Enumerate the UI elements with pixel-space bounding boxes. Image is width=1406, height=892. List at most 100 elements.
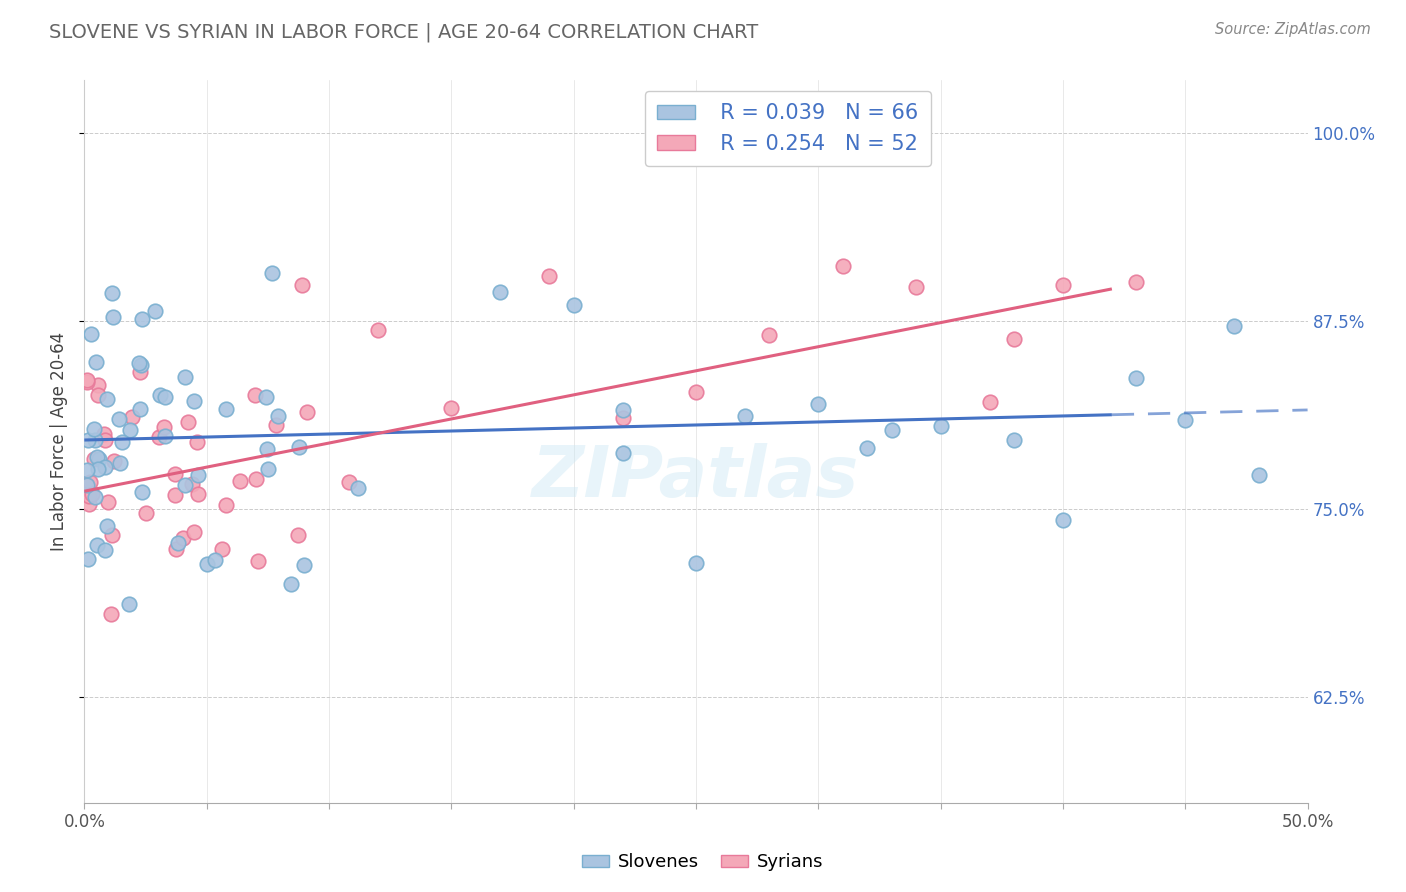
Point [287,440,309,454]
Point [264,418,287,433]
Point [612,446,634,460]
Text: Source: ZipAtlas.com: Source: ZipAtlas.com [1215,22,1371,37]
Point [257,462,280,476]
Point [187,468,209,483]
Point [187,486,209,500]
Point [880,423,903,437]
Point [129,358,152,372]
Point [77,489,100,503]
Point [96,519,118,533]
Point [367,323,389,337]
Point [1125,371,1147,385]
Point [538,268,561,283]
Point [612,402,634,417]
Point [256,442,278,456]
Point [685,556,707,570]
Point [100,607,122,622]
Point [77,498,100,512]
Point [174,478,197,492]
Point [149,388,172,402]
Point [280,577,302,591]
Point [183,524,205,539]
Point [94,460,117,475]
Point [118,423,141,437]
Point [177,416,200,430]
Y-axis label: In Labor Force | Age 20-64: In Labor Force | Age 20-64 [51,332,69,551]
Point [215,401,238,416]
Point [347,481,370,495]
Point [562,298,585,312]
Point [108,456,131,470]
Point [129,365,152,379]
Point [76,375,98,389]
Point [247,554,270,568]
Point [167,535,190,549]
Point [163,467,186,482]
Point [163,488,186,502]
Point [1247,468,1270,483]
Point [211,542,233,557]
Point [339,475,361,489]
Point [929,419,952,434]
Point [183,393,205,408]
Point [155,390,177,404]
Point [143,303,166,318]
Point [1002,332,1025,346]
Point [173,369,195,384]
Point [76,463,98,477]
Point [77,433,100,447]
Point [128,356,150,370]
Point [148,430,170,444]
Point [117,597,139,611]
Point [685,384,707,399]
Point [831,259,853,273]
Point [734,409,756,424]
Point [979,395,1001,409]
Point [1223,318,1246,333]
Point [94,542,117,557]
Text: ZIPatlas: ZIPatlas [533,443,859,512]
Point [101,285,124,300]
Point [807,397,830,411]
Point [87,388,110,402]
Point [86,377,108,392]
Point [856,442,879,456]
Point [86,538,108,552]
Point [101,310,124,325]
Point [1052,513,1074,527]
Point [292,558,315,572]
Point [1174,413,1197,427]
Point [80,487,103,501]
Point [153,419,176,434]
Point [129,402,152,417]
Point [93,433,115,447]
Point [86,450,108,465]
Point [108,412,131,426]
Point [84,355,107,369]
Point [758,327,780,342]
Point [229,474,252,488]
Point [204,553,226,567]
Point [186,435,208,450]
Point [905,279,928,293]
Point [195,557,218,571]
Point [215,498,238,512]
Point [489,285,512,299]
Point [254,390,277,404]
Point [291,278,314,293]
Point [87,451,110,466]
Point [181,476,204,491]
Point [93,427,115,442]
Point [83,422,105,436]
Point [262,266,284,280]
Text: SLOVENE VS SYRIAN IN LABOR FORCE | AGE 20-64 CORRELATION CHART: SLOVENE VS SYRIAN IN LABOR FORCE | AGE 2… [49,22,758,42]
Point [440,401,463,415]
Point [1052,278,1074,293]
Point [172,532,194,546]
Legend: Slovenes, Syrians: Slovenes, Syrians [575,847,831,879]
Point [245,472,267,486]
Point [131,312,153,326]
Point [83,490,105,504]
Point [1125,276,1147,290]
Point [267,409,290,423]
